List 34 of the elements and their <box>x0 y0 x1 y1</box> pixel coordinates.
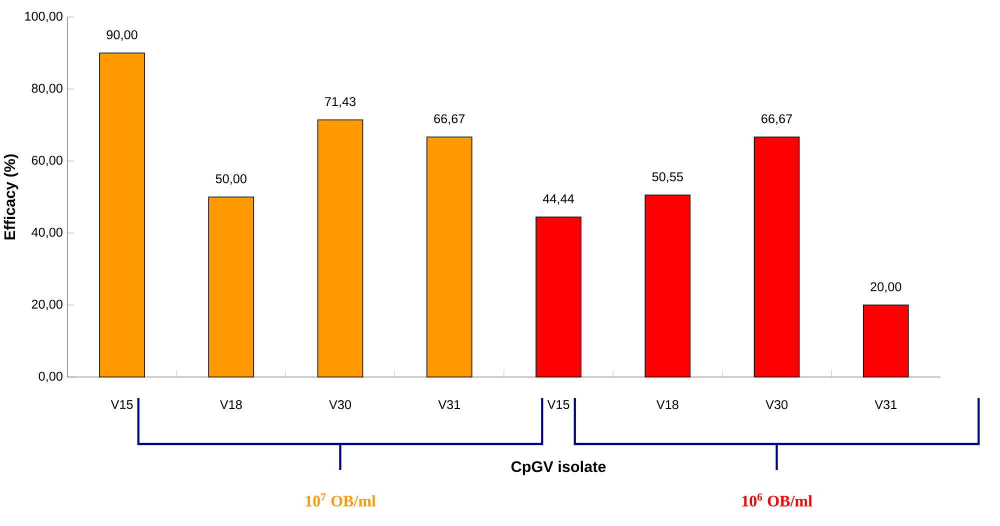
data-label: 44,44 <box>542 194 574 205</box>
x-axis-title: CpGV isolate <box>511 460 606 476</box>
y-tick-label: 60,00 <box>32 156 62 166</box>
bar <box>317 119 364 378</box>
y-axis-title: Efficacy (%) <box>4 154 18 240</box>
x-tick-label: V30 <box>329 400 352 410</box>
data-label: 66,67 <box>434 114 465 125</box>
text: 10$^{7}$ OB/ml <box>306 494 376 506</box>
x-tick-label: V31 <box>874 400 897 410</box>
data-label: 71,43 <box>325 97 356 108</box>
x-tick-label: V18 <box>656 400 678 410</box>
y-tick-label: 80,00 <box>32 84 62 94</box>
bar <box>862 304 909 378</box>
bar <box>536 216 582 378</box>
x-tick-label: V30 <box>766 400 788 410</box>
data-label: 50,00 <box>216 174 246 185</box>
data-label: 90,00 <box>106 30 138 41</box>
data-label: 50,55 <box>652 172 683 183</box>
x-tick-label: V15 <box>110 400 133 409</box>
bar <box>99 52 145 378</box>
bar <box>426 136 472 378</box>
y-tick-label: 40,00 <box>32 228 62 238</box>
data-label: 66,67 <box>762 114 792 125</box>
bar <box>644 194 691 378</box>
y-tick-label: 0,00 <box>38 372 62 382</box>
data-label: 20,00 <box>870 282 902 293</box>
bar <box>754 136 800 378</box>
x-tick-label: V15 <box>547 400 570 409</box>
x-tick-label: V18 <box>220 400 242 410</box>
x-tick-label: V31 <box>438 400 460 410</box>
text: 10$^{6}$ OB/ml <box>742 493 812 507</box>
y-tick-label: 100,00 <box>25 12 62 22</box>
y-tick-label: 20,00 <box>32 300 62 310</box>
bar <box>208 196 254 378</box>
